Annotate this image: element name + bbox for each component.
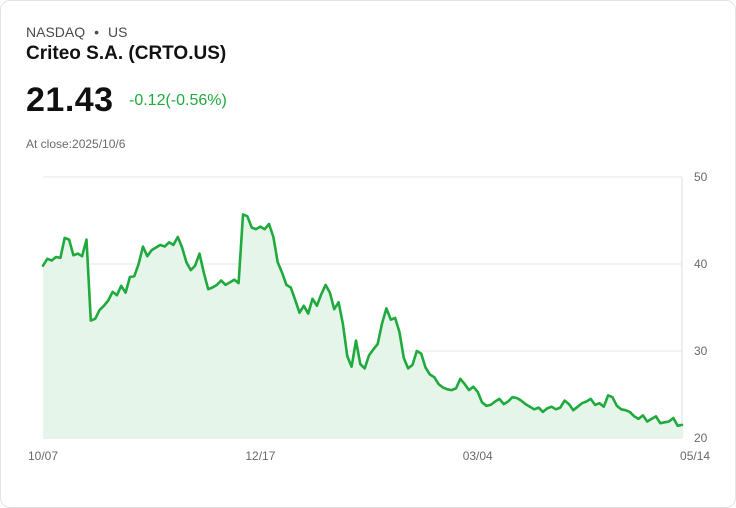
x-tick-label: 03/04 xyxy=(463,449,493,463)
x-tick-label: 12/17 xyxy=(245,449,275,463)
price-line-group xyxy=(41,213,684,428)
y-tick-label: 40 xyxy=(694,257,708,271)
price-area xyxy=(43,214,682,438)
x-tick-label: 10/07 xyxy=(28,449,58,463)
y-tick-label: 20 xyxy=(694,431,708,445)
price-line xyxy=(41,213,684,428)
last-price: 21.43 xyxy=(26,81,114,119)
exchange-label: NASDAQ xyxy=(26,24,86,40)
price-area-fill xyxy=(43,214,682,438)
x-tick-label: 05/14 xyxy=(680,449,710,463)
y-tick-label: 30 xyxy=(694,344,708,358)
exchange-line: NASDAQ • US xyxy=(26,24,127,40)
separator-dot: • xyxy=(94,24,100,40)
price-change: -0.12(-0.56%) xyxy=(129,92,227,109)
region-label: US xyxy=(108,24,128,40)
y-tick-label: 50 xyxy=(694,170,708,184)
company-name: Criteo S.A. (CRTO.US) xyxy=(26,43,227,64)
y-axis-ticks: 50 40 30 20 xyxy=(694,170,708,445)
close-date: At close:2025/10/6 xyxy=(26,137,126,151)
